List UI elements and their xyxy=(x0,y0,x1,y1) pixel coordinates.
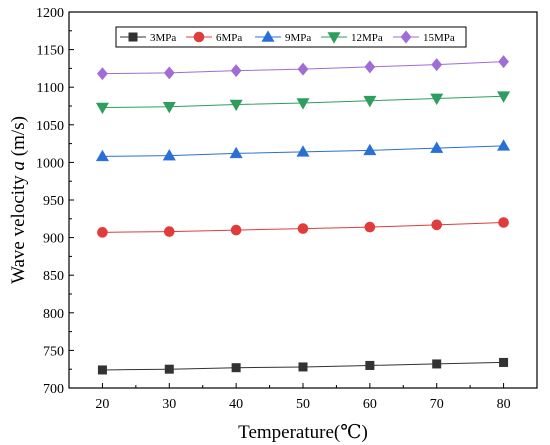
data-point-15mpa xyxy=(297,62,309,76)
series-3mpa xyxy=(97,357,509,375)
legend-marker xyxy=(128,32,138,42)
legend-marker xyxy=(261,30,275,42)
data-point-3mpa xyxy=(298,362,308,372)
x-tick-label: 50 xyxy=(296,397,310,412)
y-tick-label: 700 xyxy=(43,382,64,397)
legend-label: 9MPa xyxy=(285,32,311,44)
data-point-6mpa xyxy=(431,219,443,231)
y-tick-label: 1050 xyxy=(36,119,64,134)
y-tick-label: 1200 xyxy=(36,6,64,21)
data-point-12mpa xyxy=(296,98,310,110)
data-point-3mpa xyxy=(231,363,241,373)
data-point-9mpa xyxy=(296,145,310,157)
y-tick-label: 850 xyxy=(43,269,64,284)
x-tick-label: 70 xyxy=(430,397,444,412)
data-point-3mpa xyxy=(432,359,442,369)
data-point-12mpa xyxy=(229,99,243,112)
legend-marker xyxy=(327,32,341,44)
series-9mpa xyxy=(95,139,511,162)
legend-label: 6MPa xyxy=(216,32,242,44)
data-point-9mpa xyxy=(363,143,377,156)
x-tick-label: 40 xyxy=(229,397,243,412)
legend-item-9mpa: 9MPa xyxy=(255,30,311,44)
data-point-9mpa xyxy=(95,149,109,162)
data-point-3mpa xyxy=(164,364,174,374)
series-15mpa xyxy=(97,55,509,81)
legend-item-12mpa: 12MPa xyxy=(321,32,383,44)
data-point-6mpa xyxy=(498,217,509,228)
data-point-9mpa xyxy=(497,139,511,151)
series-12mpa xyxy=(95,91,511,115)
data-point-3mpa xyxy=(97,365,107,375)
y-tick-label: 1000 xyxy=(36,156,64,171)
y-tick-label: 1150 xyxy=(37,44,64,59)
data-point-9mpa xyxy=(229,146,243,159)
legend: 3MPa 6MPa 9MPa 12MPa 15MPa xyxy=(115,26,467,48)
data-point-15mpa xyxy=(498,55,509,69)
data-point-12mpa xyxy=(497,91,511,103)
series-layer xyxy=(95,55,511,375)
x-tick-label: 60 xyxy=(363,397,377,412)
legend-label: 12MPa xyxy=(351,32,383,44)
y-axis-ticks: 700 750 800 850 900 950 1000 1050 1100 1150 1200 xyxy=(36,6,74,397)
y-tick-label: 800 xyxy=(43,307,64,322)
y-tick-label: 750 xyxy=(43,344,64,359)
series-6mpa xyxy=(97,217,509,238)
data-point-6mpa xyxy=(163,226,175,237)
x-axis-title: Temperature(℃) xyxy=(238,422,368,443)
data-point-6mpa xyxy=(364,221,376,233)
data-point-12mpa xyxy=(430,93,444,106)
data-point-6mpa xyxy=(97,227,108,238)
data-point-15mpa xyxy=(230,64,242,78)
x-tick-label: 30 xyxy=(162,397,176,412)
data-point-12mpa xyxy=(363,95,377,108)
legend-item-3mpa: 3MPa xyxy=(120,32,176,44)
data-point-15mpa xyxy=(364,60,376,74)
data-point-15mpa xyxy=(163,66,175,80)
y-tick-label: 1100 xyxy=(37,81,64,96)
legend-item-15mpa: 15MPa xyxy=(393,30,455,44)
legend-marker xyxy=(400,30,412,44)
data-point-6mpa xyxy=(230,224,242,236)
data-point-15mpa xyxy=(431,58,443,72)
legend-marker xyxy=(193,31,205,43)
x-tick-label: 20 xyxy=(95,397,109,412)
data-point-9mpa xyxy=(430,141,444,153)
y-axis-title: Wave velocity a (m/s) xyxy=(8,116,29,284)
x-axis-ticks: 20 30 40 50 60 70 80 xyxy=(95,383,511,412)
legend-label: 15MPa xyxy=(423,32,455,44)
data-point-3mpa xyxy=(365,360,375,370)
data-point-12mpa xyxy=(162,101,176,114)
legend-item-6mpa: 6MPa xyxy=(186,31,242,44)
data-point-15mpa xyxy=(97,67,108,81)
data-point-12mpa xyxy=(95,102,109,115)
data-point-9mpa xyxy=(162,149,176,161)
y-tick-label: 950 xyxy=(43,194,64,209)
data-point-3mpa xyxy=(499,357,509,367)
legend-label: 3MPa xyxy=(150,32,176,44)
data-point-6mpa xyxy=(297,223,309,234)
legend-box xyxy=(115,26,467,48)
y-tick-label: 900 xyxy=(43,232,64,247)
x-tick-label: 80 xyxy=(497,397,511,412)
